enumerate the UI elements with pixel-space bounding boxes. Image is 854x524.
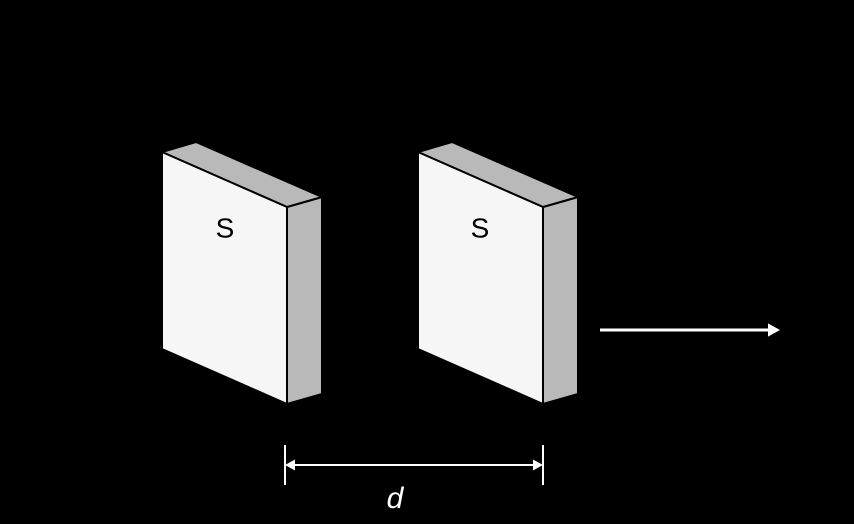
plate-left-side [287, 197, 322, 404]
distance-label: d [387, 482, 405, 515]
capacitor-diagram: S Sd [0, 0, 854, 524]
face-label-1: S [471, 212, 490, 243]
face-label-0: S [216, 212, 235, 243]
plate-right-side [543, 197, 578, 404]
